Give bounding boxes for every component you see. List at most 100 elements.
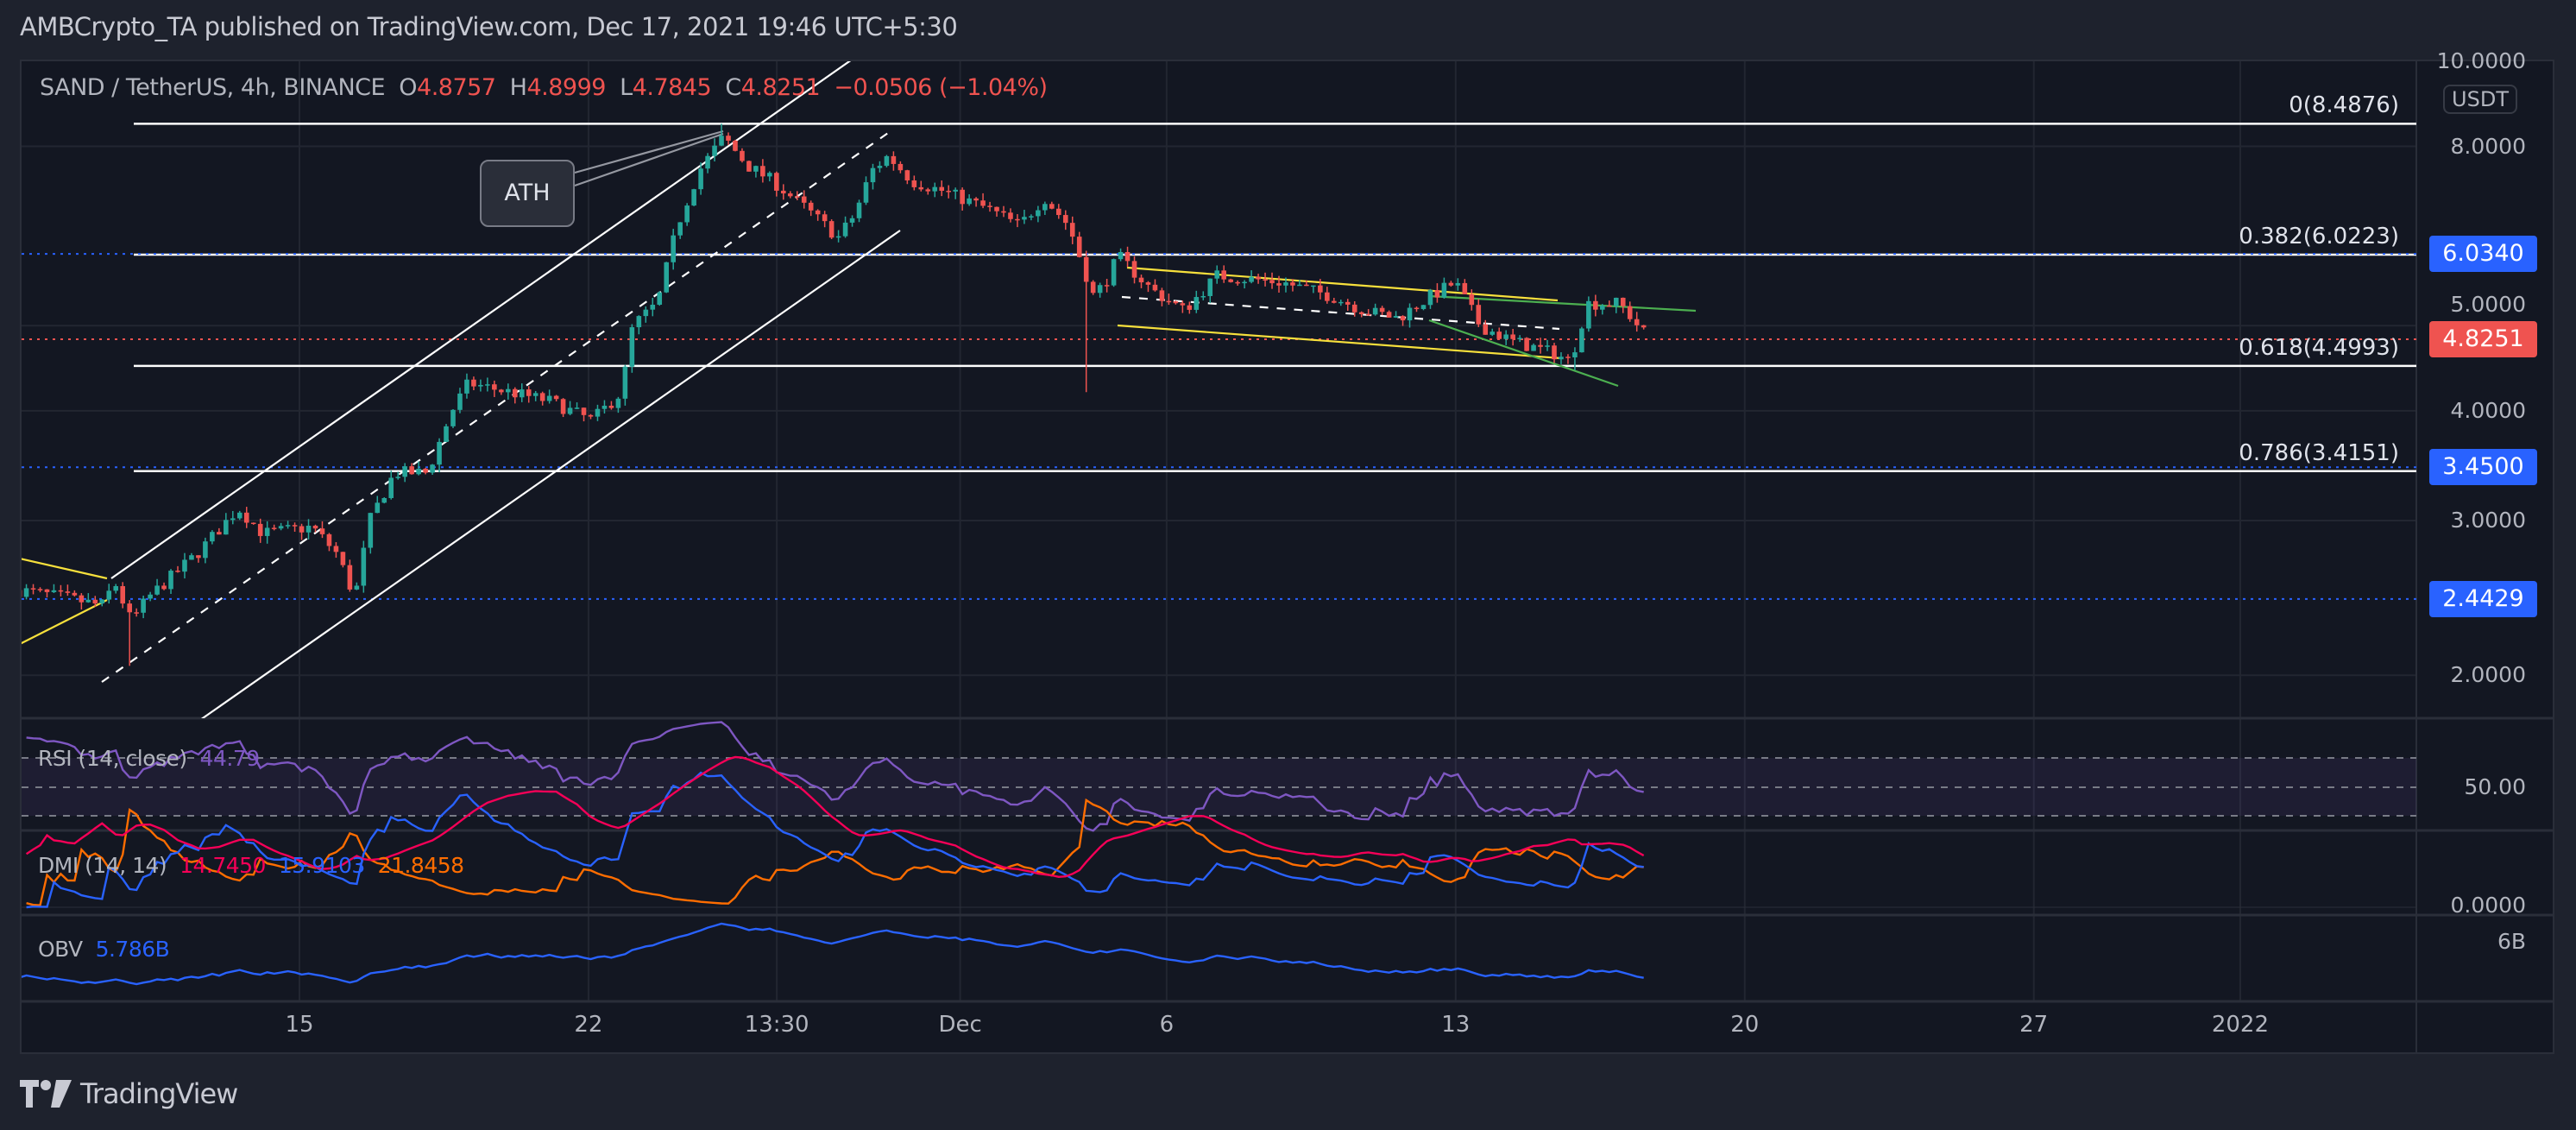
candle [1476,305,1482,325]
publish-info: AMBCrypto_TA published on TradingView.co… [20,12,958,41]
candle [1634,319,1640,325]
ath-callout[interactable]: ATH [480,160,575,227]
candle [326,533,332,546]
time-label-6[interactable]: 6 [1159,1012,1175,1038]
low-label: L [620,74,633,101]
candle [423,468,428,473]
candle [1427,290,1433,306]
candle [99,599,105,604]
candle [987,205,992,207]
candle [1441,282,1447,298]
candle [161,585,167,590]
candle [946,191,952,193]
candle [595,408,601,417]
candle [1372,307,1378,315]
candle [168,571,173,590]
candle [815,210,821,215]
candle [1097,285,1103,294]
candle [1455,282,1461,286]
candle [794,196,800,198]
candle [918,186,924,190]
candle [457,393,463,410]
channel-lower-line [200,230,901,718]
candle [1228,279,1233,282]
candle [546,395,552,401]
time-label-13:30[interactable]: 13:30 [744,1012,809,1038]
currency-badge[interactable]: USDT [2443,85,2517,114]
candle [1365,313,1371,316]
candle [271,527,277,529]
candle [471,379,476,387]
candle [1076,237,1082,257]
time-label-Dec[interactable]: Dec [938,1012,982,1038]
time-label-22[interactable]: 22 [574,1012,603,1038]
tradingview-logo[interactable]: TradingView [20,1077,238,1110]
candle [278,526,284,529]
candle [1235,281,1240,284]
wedge-upper-line [1428,294,1697,312]
candle [822,214,828,222]
candle [842,222,848,237]
candle [134,612,139,614]
candle [539,393,545,401]
candle [485,384,490,386]
candle [1214,270,1220,279]
candle [65,591,71,593]
candle [601,405,608,409]
time-label-15[interactable]: 15 [285,1012,314,1038]
time-label-2022[interactable]: 2022 [2211,1012,2270,1038]
candle [1083,256,1089,282]
chart-panel[interactable] [20,60,2554,1054]
dmi-legend: DMI (14, 14) 14.7450 15.9103 21.8458 [38,853,464,878]
drawings [22,61,2416,718]
tradingview-icon [20,1080,72,1108]
candle [760,166,765,177]
candle [264,527,270,536]
candle [726,136,731,141]
candle [567,407,573,414]
candle [643,309,649,317]
candle [671,235,677,262]
brand-name: TradingView [80,1077,238,1110]
candle [932,186,938,192]
candle [884,155,890,167]
candle [1207,278,1213,296]
obv-value: 5.786B [95,937,170,962]
candle [1448,282,1454,286]
descending-channel-upper [1126,266,1559,302]
candle [51,590,57,592]
candle [395,477,401,478]
dmi-plus-line [26,771,1644,909]
candle [1118,252,1124,260]
candle [1049,204,1055,209]
candle [1379,307,1385,312]
candle [230,518,236,521]
candle [1420,305,1427,309]
fib-label: 0.382(6.0223) [2239,224,2399,250]
wedge-lower-line [1428,319,1619,388]
candle [381,497,387,503]
candle [1200,295,1206,298]
time-label-13[interactable]: 13 [1441,1012,1471,1038]
candle [1304,284,1309,287]
high-value: 4.8999 [526,74,606,101]
time-label-27[interactable]: 27 [2019,1012,2049,1038]
candle [650,304,656,310]
candle [437,441,442,465]
rsi-legend: RSI (14, close) 44.79 [38,746,260,771]
candle [430,464,435,473]
triangle-upper-line [22,558,108,580]
candle [257,523,263,536]
fib-label: 0.786(3.4151) [2239,439,2399,466]
candle [113,585,119,591]
candle [1358,312,1364,314]
time-label-20[interactable]: 20 [1730,1012,1760,1038]
candle [79,595,85,603]
candle [1187,305,1193,310]
candle [1131,261,1137,278]
candle [1138,277,1144,283]
candle [85,599,91,603]
close-label: C [725,74,741,101]
low-value: 4.7845 [632,74,712,101]
